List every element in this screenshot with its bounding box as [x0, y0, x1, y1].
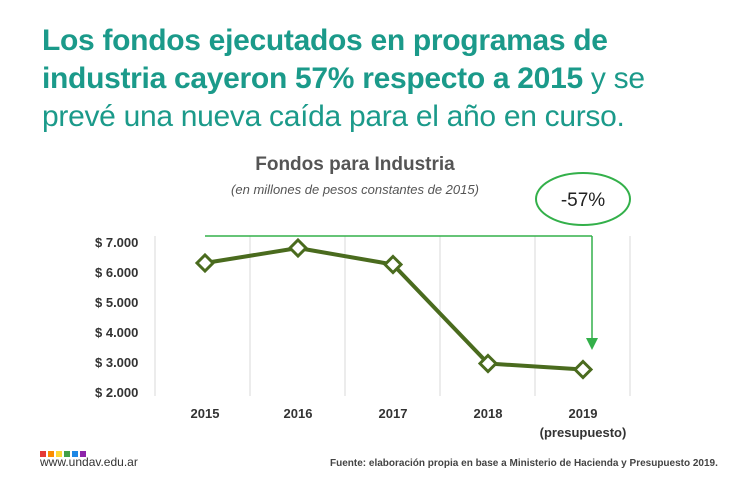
y-tick-label: $ 6.000 — [95, 265, 138, 280]
grid-lines — [154, 236, 631, 396]
y-tick-label: $ 2.000 — [95, 385, 138, 400]
data-point-marker — [477, 353, 499, 374]
website-link[interactable]: www.undav.edu.ar — [40, 455, 138, 469]
logo-dot — [48, 451, 54, 457]
annotation-label: -57% — [561, 190, 605, 211]
data-point-marker — [194, 252, 216, 274]
headline-light: y se prevé una nueva caída para el año e… — [42, 62, 645, 133]
annotation-ellipse — [535, 172, 631, 226]
x-tick-sublabel: (presupuesto) — [540, 425, 627, 440]
logo-dots — [40, 444, 88, 462]
data-point-marker — [382, 254, 404, 275]
logo-dot — [64, 451, 70, 457]
data-point-marker — [287, 237, 309, 259]
headline-bold: Los fondos ejecutados en programas de in… — [42, 24, 608, 95]
series-group — [194, 237, 594, 380]
y-tick-label: $ 4.000 — [95, 325, 138, 340]
x-tick-label: 2017 — [379, 406, 408, 421]
x-axis: 2015 2016 2017 2018 2019 (presupuesto) — [191, 406, 627, 440]
data-point-marker — [572, 359, 594, 380]
y-tick-label: $ 5.000 — [95, 295, 138, 310]
x-tick-label: 2019 — [569, 406, 598, 421]
chart-title: Fondos para Industria — [255, 154, 455, 175]
headline: Los fondos ejecutados en programas de in… — [42, 22, 722, 136]
x-tick-label: 2018 — [474, 406, 503, 421]
logo-dot — [72, 451, 78, 457]
x-tick-label: 2016 — [284, 406, 313, 421]
source-note: Fuente: elaboración propia en base a Min… — [330, 458, 718, 469]
chart-subtitle: (en millones de pesos constantes de 2015… — [231, 182, 479, 197]
y-tick-label: $ 3.000 — [95, 355, 138, 370]
y-tick-label: $ 7.000 — [95, 235, 138, 250]
logo-dot — [80, 451, 86, 457]
logo-dot — [40, 451, 46, 457]
x-tick-label: 2015 — [191, 406, 220, 421]
annotation-arrow-head — [586, 338, 598, 350]
annotation-group: -57% — [205, 172, 631, 350]
logo-dot — [56, 451, 62, 457]
y-axis: $ 7.000 $ 6.000 $ 5.000 $ 4.000 $ 3.000 $ 2.0… — [95, 235, 138, 400]
